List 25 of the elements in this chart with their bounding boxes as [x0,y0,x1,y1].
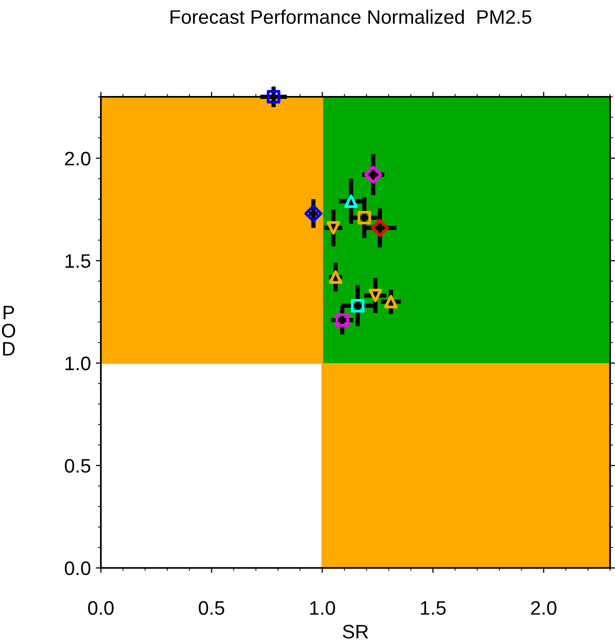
x-tick-label: 1.0 [310,601,336,615]
point [335,313,349,327]
x-tick-label: 1.5 [420,601,446,615]
point [304,204,322,223]
y-tick-label: 1.5 [66,254,90,268]
x-tick-label: 0.5 [198,601,224,615]
y-tick-label: 1.0 [66,356,90,370]
point [266,90,280,104]
y-tick-label: 2.0 [65,152,90,166]
point [350,298,364,312]
point [368,288,382,302]
point [370,218,389,237]
point [358,210,372,224]
y-tick-label: 0.5 [64,458,90,473]
point [326,221,340,235]
point [344,194,358,208]
point [384,294,398,308]
point [364,166,382,184]
x-tick-label: 2.0 [531,601,556,615]
point [328,270,342,284]
chart-title: Forecast Performance Normalized PM2.5 [170,10,532,24]
y-tick-label: 0.0 [64,561,90,576]
x-tick-label: 0.0 [88,601,114,615]
y-axis-title: POD [2,306,16,356]
x-axis-title: SR [342,624,368,639]
